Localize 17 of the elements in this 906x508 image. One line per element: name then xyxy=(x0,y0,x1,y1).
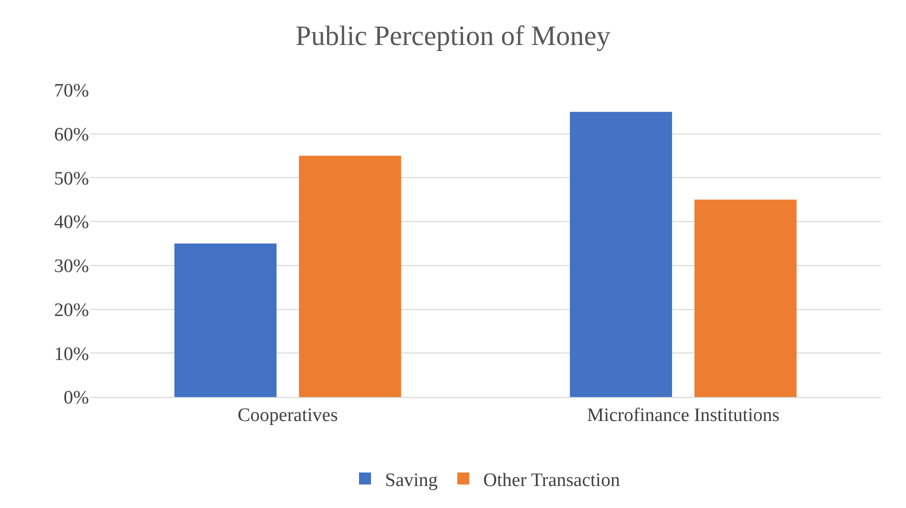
y-tick-label: 70% xyxy=(54,80,90,102)
bar xyxy=(174,244,277,397)
x-tick-label: Microfinance Institutions xyxy=(586,404,780,426)
y-tick-label: 0% xyxy=(64,388,90,409)
y-tick-label: 20% xyxy=(54,300,90,321)
y-tick-label: 40% xyxy=(54,212,90,234)
y-tick-label: 30% xyxy=(54,256,90,278)
y-tick-label: 60% xyxy=(54,124,90,146)
legend-label: Saving xyxy=(385,470,438,491)
chart-title: Public Perception of Money xyxy=(296,21,610,52)
bar xyxy=(694,200,797,397)
legend-label: Other Transaction xyxy=(483,470,620,491)
bar xyxy=(298,156,402,397)
y-tick-label: 10% xyxy=(54,344,90,365)
x-tick-label: Cooperatives xyxy=(238,404,338,426)
y-tick-label: 50% xyxy=(54,168,90,190)
bar xyxy=(570,112,672,397)
